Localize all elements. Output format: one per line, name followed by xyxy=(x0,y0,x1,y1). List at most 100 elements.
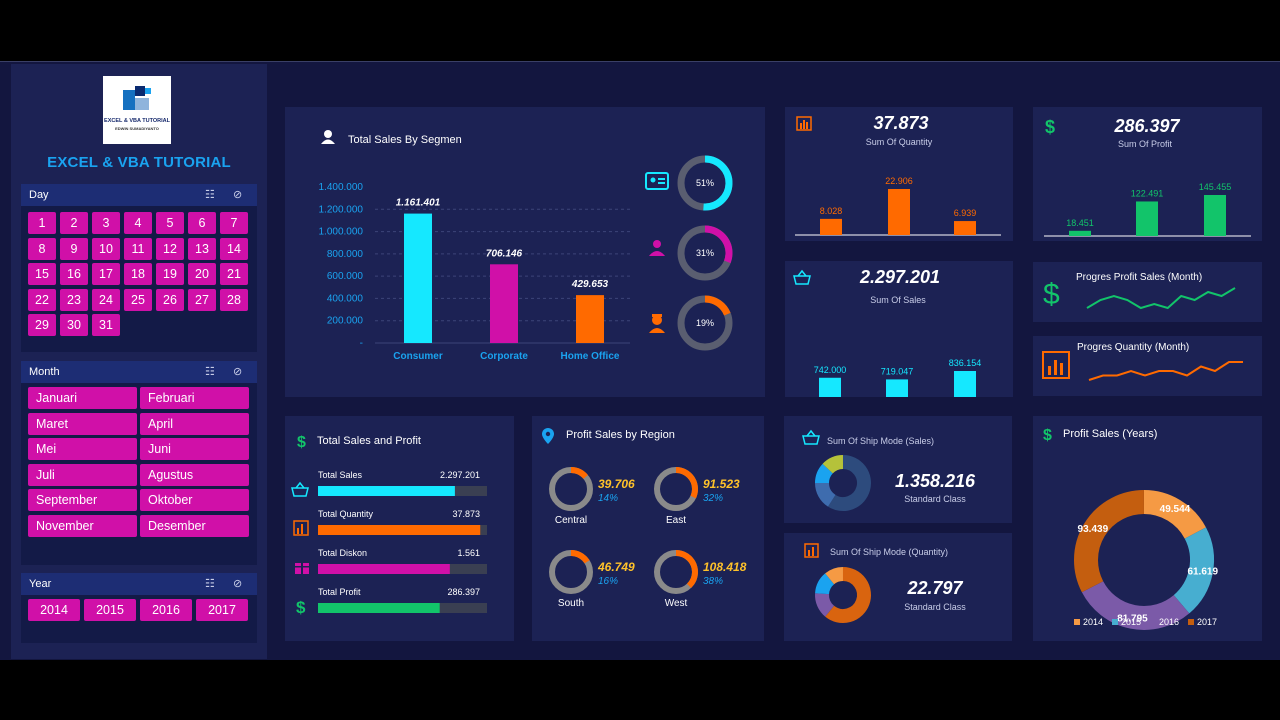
clear-filter-icon[interactable]: ⊘ xyxy=(233,578,243,590)
shipmode-qty-slice xyxy=(815,593,835,617)
dollar-icon: $ xyxy=(297,434,306,451)
donut-progress xyxy=(703,155,733,211)
legend-label: 2016 xyxy=(1159,617,1179,627)
day-button-12[interactable]: 12 xyxy=(156,237,184,260)
quantity-chart: 37.873 Sum Of Quantity 8.028Furniture22.… xyxy=(795,113,1001,252)
month-button-januari[interactable]: Januari xyxy=(28,387,137,409)
total-bar-fill xyxy=(318,486,455,496)
region-name: South xyxy=(558,598,584,609)
day-button-20[interactable]: 20 xyxy=(188,263,216,285)
month-button-november[interactable]: November xyxy=(28,514,137,537)
day-button-24[interactable]: 24 xyxy=(92,288,120,311)
legend-swatch xyxy=(1074,619,1080,625)
segment-category-label: Consumer xyxy=(393,351,443,362)
day-button-23[interactable]: 23 xyxy=(60,288,88,311)
region-value: 46.749 xyxy=(597,560,635,574)
day-button-3[interactable]: 3 xyxy=(92,212,120,234)
region-percent: 16% xyxy=(598,576,618,587)
logo: EXCEL & VBA TUTORIAL EDWIN SUMADIYANTO xyxy=(103,76,171,144)
segment-category-label: Home Office xyxy=(561,351,620,362)
dollar-icon: $ xyxy=(1043,427,1052,444)
year-button-2015[interactable]: 2015 xyxy=(84,599,136,621)
total-bar-fill xyxy=(318,564,450,574)
day-button-14[interactable]: 14 xyxy=(220,237,248,260)
day-button-8[interactable]: 8 xyxy=(28,237,56,260)
day-button-18[interactable]: 18 xyxy=(124,263,152,285)
day-button-26[interactable]: 26 xyxy=(156,288,184,311)
day-button-15[interactable]: 15 xyxy=(28,263,56,285)
day-button-22[interactable]: 22 xyxy=(28,288,56,311)
day-button-28[interactable]: 28 xyxy=(220,288,248,311)
day-button-29[interactable]: 29 xyxy=(28,314,56,336)
kpi-bar xyxy=(1136,201,1158,236)
month-button-mei[interactable]: Mei xyxy=(28,438,137,460)
clear-filter-icon[interactable]: ⊘ xyxy=(233,366,243,378)
dollar-icon: $ xyxy=(1045,117,1055,137)
shipmode-qty-label: Standard Class xyxy=(904,602,966,612)
day-button-5[interactable]: 5 xyxy=(156,212,184,234)
years-title: Profit Sales (Years) xyxy=(1063,428,1157,440)
region-value: 108.418 xyxy=(703,560,747,574)
multi-select-icon[interactable]: ☷ xyxy=(205,189,215,201)
multi-select-icon[interactable]: ☷ xyxy=(205,578,215,590)
segment-bar xyxy=(404,213,432,343)
month-button-desember[interactable]: Desember xyxy=(140,514,249,537)
month-button-juni[interactable]: Juni xyxy=(140,438,249,460)
kpi-bar xyxy=(954,371,976,431)
kpi-bar-value: 6.939 xyxy=(954,208,977,218)
day-button-11[interactable]: 11 xyxy=(124,237,152,260)
day-button-1[interactable]: 1 xyxy=(28,212,56,234)
total-label: Total Diskon xyxy=(318,548,367,558)
region-donut-progress xyxy=(570,550,590,564)
day-button-9[interactable]: 9 xyxy=(60,237,88,260)
month-button-februari[interactable]: Februari xyxy=(140,387,249,409)
kpi-bar xyxy=(820,218,842,235)
day-button-19[interactable]: 19 xyxy=(156,263,184,285)
segment-bar xyxy=(576,295,604,343)
day-button-31[interactable]: 31 xyxy=(92,314,120,336)
day-button-17[interactable]: 17 xyxy=(92,263,120,285)
location-pin-icon xyxy=(542,428,554,444)
totals-panel: $ Total Sales and Profit $ Total Sales 2.… xyxy=(285,416,514,641)
day-button-10[interactable]: 10 xyxy=(92,237,120,260)
clear-filter-icon[interactable]: ⊘ xyxy=(233,189,243,201)
donut-label: 51% xyxy=(696,178,714,188)
day-button-16[interactable]: 16 xyxy=(60,263,88,285)
month-button-oktober[interactable]: Oktober xyxy=(140,489,249,511)
bar-chart-icon xyxy=(804,543,819,558)
multi-select-icon[interactable]: ☷ xyxy=(205,366,215,378)
day-button-30[interactable]: 30 xyxy=(60,314,88,336)
month-button-september[interactable]: September xyxy=(28,489,137,511)
kpi-bar-value: 145.455 xyxy=(1199,182,1232,192)
month-button-juli[interactable]: Juli xyxy=(28,463,137,486)
day-button-13[interactable]: 13 xyxy=(188,237,216,260)
region-chart: Profit Sales by Region 39.706 14% Central 9… xyxy=(542,428,747,609)
segment-category-label: Corporate xyxy=(480,351,528,362)
day-button-4[interactable]: 4 xyxy=(124,212,152,234)
year-button-2016[interactable]: 2016 xyxy=(140,599,192,621)
shipmode-qty-title: Sum Of Ship Mode (Quantity) xyxy=(830,547,948,557)
year-slice-label: 49.544 xyxy=(1160,504,1191,515)
year-button-2014[interactable]: 2014 xyxy=(28,599,80,621)
region-value: 91.523 xyxy=(703,477,740,491)
day-button-6[interactable]: 6 xyxy=(188,212,216,234)
year-button-2017[interactable]: 2017 xyxy=(196,599,248,621)
sales-value: 2.297.201 xyxy=(859,267,940,287)
legend-swatch xyxy=(1112,619,1118,625)
shipmode-sales-slice xyxy=(828,455,871,511)
years-chart: $ Profit Sales (Years) 49.544 61.619 81.79… xyxy=(1043,427,1218,630)
day-button-27[interactable]: 27 xyxy=(188,288,216,311)
profit-chart: $ 286.397 Sum Of Profit 18.451Furniture1… xyxy=(1044,116,1251,253)
month-button-april[interactable]: April xyxy=(140,412,249,435)
kpi-bar-value: 122.491 xyxy=(1131,188,1164,198)
total-bar-fill xyxy=(318,525,481,535)
day-button-7[interactable]: 7 xyxy=(220,212,248,234)
day-button-2[interactable]: 2 xyxy=(60,212,88,234)
day-button-21[interactable]: 21 xyxy=(220,263,248,285)
quantity-kpi-panel: 37.873 Sum Of Quantity 8.028Furniture22.… xyxy=(785,107,1013,252)
day-button-25[interactable]: 25 xyxy=(124,288,152,311)
sidebar: EXCEL & VBA TUTORIAL EDWIN SUMADIYANTO E… xyxy=(11,64,267,659)
month-button-agustus[interactable]: Agustus xyxy=(140,463,249,486)
progress-profit-panel: $ Progres Profit Sales (Month) xyxy=(1033,262,1262,322)
month-button-maret[interactable]: Maret xyxy=(28,412,137,435)
